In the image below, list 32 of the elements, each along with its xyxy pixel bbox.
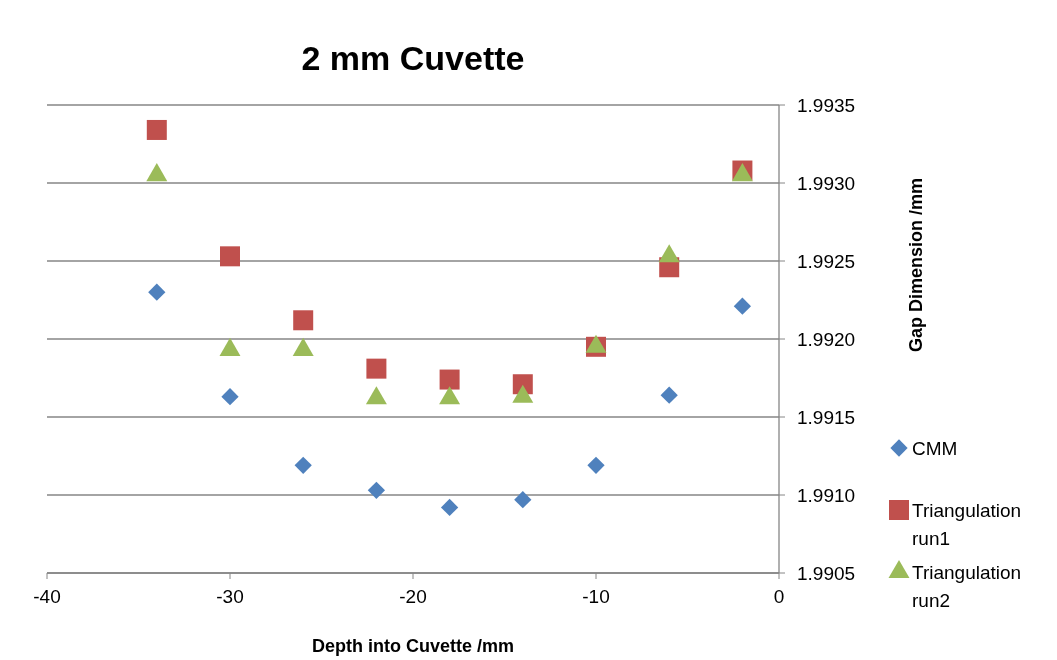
- y2-tick-label: 1.9905: [797, 563, 856, 584]
- legend-label: CMM: [912, 438, 958, 459]
- point: [367, 481, 386, 499]
- point: [293, 310, 314, 331]
- y2-tick-label: 1.9930: [797, 173, 856, 194]
- point: [440, 498, 459, 517]
- legend-label: Triangulation run2: [912, 562, 1022, 611]
- point: [366, 358, 387, 379]
- y2-tick-label: 1.9935: [797, 95, 856, 116]
- x-tick-label: -30: [216, 586, 244, 607]
- x-tick-label: 0: [773, 586, 785, 607]
- y2-tick-label: 1.9910: [797, 485, 856, 506]
- point: [660, 386, 678, 404]
- chart-title: 2 mm Cuvette: [301, 39, 525, 77]
- point: [148, 283, 166, 301]
- y2-tick-label: 1.9925: [797, 251, 856, 272]
- point: [221, 388, 239, 406]
- y2-tick-label: 1.9915: [797, 407, 856, 428]
- x-tick-label: -40: [33, 586, 61, 607]
- legend-label: Triangulation run1: [912, 500, 1022, 549]
- x-tick-label: -10: [582, 586, 610, 607]
- point: [220, 246, 240, 267]
- point: [294, 456, 312, 474]
- point: [587, 456, 605, 474]
- y2-tick-label: 1.9920: [797, 329, 856, 350]
- point: [733, 297, 752, 315]
- point: [146, 119, 167, 140]
- x-tick-label: -20: [399, 586, 427, 607]
- x-axis-title: Depth into Cuvette /mm: [311, 636, 515, 656]
- point: [439, 369, 460, 390]
- y2-axis-title: Gap Dimension /mm: [906, 177, 926, 353]
- point: [514, 491, 532, 509]
